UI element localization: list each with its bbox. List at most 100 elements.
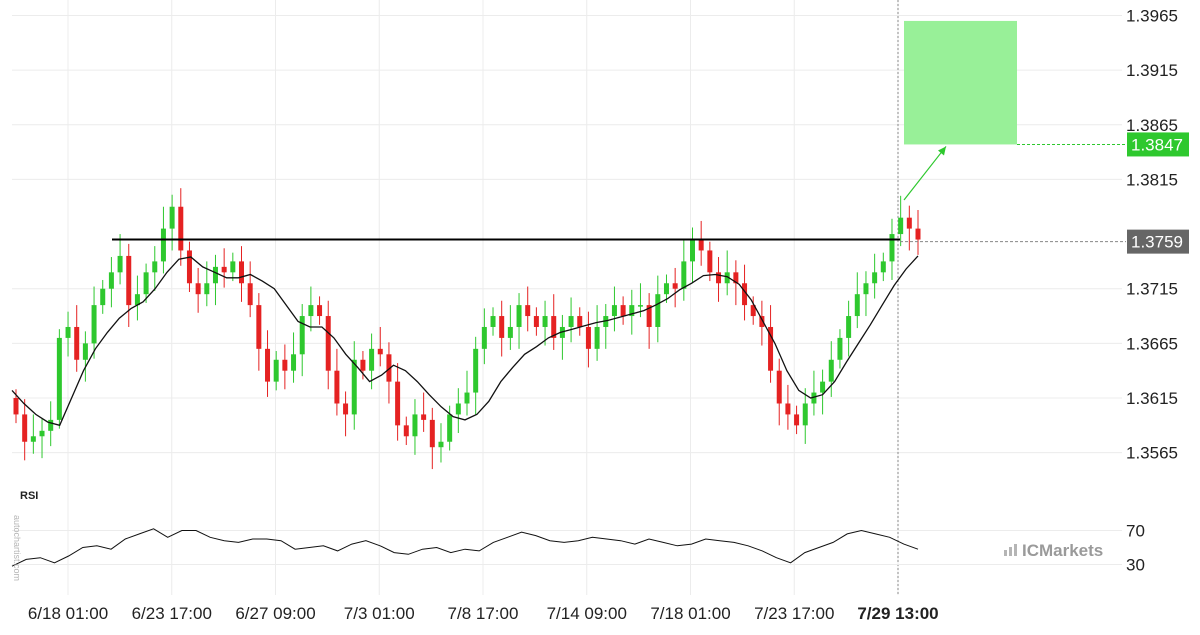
- time-tick-label: 7/29 13:00: [857, 604, 938, 623]
- candle-body: [655, 294, 661, 327]
- moving-average-layer: [11, 255, 919, 427]
- price-tick-label: 1.3915: [1126, 61, 1178, 80]
- candle-body: [265, 348, 271, 382]
- target-price-badge: [1127, 132, 1189, 157]
- candle-body: [594, 326, 600, 349]
- rsi-level-label: 70: [1126, 522, 1145, 541]
- rsi-line: [11, 528, 919, 567]
- candle-body: [395, 381, 401, 426]
- candle-body: [438, 441, 444, 448]
- candle-body: [256, 305, 262, 349]
- candle-body: [889, 234, 895, 262]
- candle-body: [22, 414, 28, 442]
- candle-body: [247, 283, 253, 306]
- target-zone: [904, 20, 1017, 145]
- candle-body: [386, 354, 392, 382]
- candle-body: [160, 228, 166, 262]
- candle-body: [906, 217, 912, 229]
- candle-body: [317, 305, 323, 317]
- candle-body: [351, 359, 357, 415]
- candle-body: [915, 228, 921, 240]
- candle-body: [646, 305, 652, 327]
- time-tick-label: 7/14 09:00: [547, 604, 627, 623]
- candle-body: [377, 348, 383, 355]
- current-price-badge-text: 1.3759: [1131, 233, 1183, 252]
- candle-body: [759, 316, 765, 327]
- candle-body: [707, 250, 713, 273]
- candle-body: [299, 316, 305, 355]
- candle-body: [724, 272, 730, 284]
- candle-body: [403, 425, 409, 437]
- candle-body: [507, 326, 513, 338]
- candle-body: [334, 370, 340, 404]
- candle-body: [620, 305, 626, 317]
- price-tick-label: 1.3665: [1126, 334, 1178, 353]
- time-tick-label: 7/18 01:00: [650, 604, 730, 623]
- price-tick-label: 1.3565: [1126, 444, 1178, 463]
- candle-body: [282, 359, 288, 371]
- candle-body: [603, 316, 609, 327]
- candle-body: [854, 294, 860, 317]
- candle-body: [533, 316, 539, 327]
- candle-body: [750, 305, 756, 317]
- candle-body: [308, 305, 314, 317]
- candle-body: [117, 255, 123, 273]
- candle-body: [429, 419, 435, 448]
- candle-body: [178, 206, 184, 251]
- projection-arrow-line: [903, 146, 947, 201]
- candle-body: [126, 255, 132, 306]
- candle-body: [716, 272, 722, 284]
- candle-body: [195, 283, 201, 295]
- candle-body: [663, 283, 669, 295]
- time-tick-label: 6/23 17:00: [132, 604, 212, 623]
- candle-body: [837, 337, 843, 360]
- candle-body: [82, 343, 88, 360]
- candle-body: [880, 261, 886, 273]
- candle-body: [525, 305, 531, 317]
- overlay-layer: 1.3847 1.3759: [112, 132, 1189, 254]
- brand-logo-bar: [1014, 544, 1017, 556]
- candle-body: [585, 326, 591, 349]
- candle-body: [802, 403, 808, 426]
- candle-body: [74, 326, 80, 360]
- candle-body: [568, 316, 574, 327]
- candle-body: [91, 305, 97, 344]
- candle-body: [30, 436, 36, 442]
- price-tick-label: 1.3615: [1126, 389, 1178, 408]
- candle-body: [143, 272, 149, 295]
- brand-logo-bar: [1009, 547, 1012, 556]
- candle-body: [239, 261, 244, 284]
- time-tick-label: 6/27 09:00: [235, 604, 315, 623]
- candle-body: [846, 316, 852, 338]
- candle-body: [48, 419, 54, 431]
- candle-body: [360, 359, 366, 371]
- candle-body: [733, 272, 739, 284]
- target-zone-layer: [904, 20, 1017, 145]
- candle-body: [108, 272, 114, 289]
- candle-body: [464, 392, 470, 404]
- candle-body: [577, 316, 583, 327]
- rsi-layer: [11, 528, 1122, 567]
- candle-body: [698, 239, 704, 251]
- candle-body: [785, 403, 791, 415]
- candle-body: [776, 370, 782, 404]
- candle-body: [473, 348, 479, 393]
- price-tick-label: 1.3715: [1126, 280, 1178, 299]
- candle-body: [221, 266, 227, 273]
- price-tick-label: 1.3815: [1126, 170, 1178, 189]
- candle-body: [542, 316, 548, 327]
- brand-logo-bar: [1004, 550, 1007, 556]
- candles-layer: [13, 188, 921, 470]
- candle-body: [421, 414, 427, 420]
- candle-body: [369, 348, 375, 371]
- grid-layer: [12, 0, 1122, 595]
- time-tick-label: 7/8 17:00: [448, 604, 519, 623]
- candle-body: [343, 403, 349, 415]
- candle-body: [681, 261, 687, 289]
- time-tick-label: 7/3 01:00: [344, 604, 415, 623]
- candle-body: [412, 414, 418, 437]
- candle-body: [820, 381, 826, 393]
- candle-body: [690, 239, 695, 262]
- candle-body: [629, 305, 635, 317]
